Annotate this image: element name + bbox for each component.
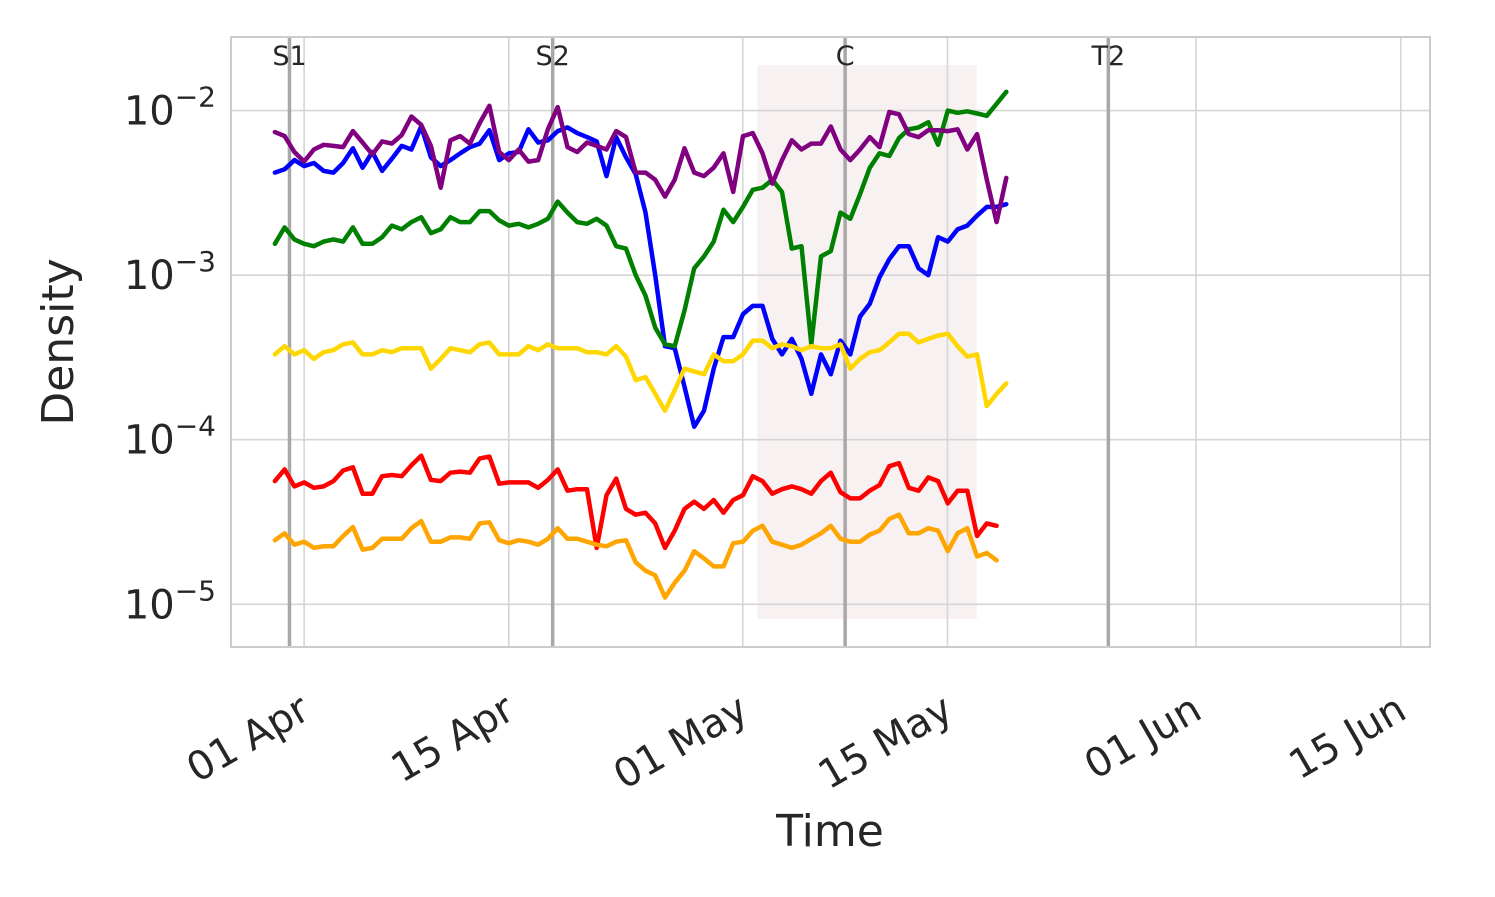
series-line — [272, 453, 999, 551]
x-tick-labels: 01 Apr 15 Apr 01 May 15 May 01 Jun 15 Jun — [179, 686, 1414, 799]
x-tick-label: 15 Apr — [384, 686, 522, 793]
x-tick-label: 01 May — [606, 686, 756, 799]
x-tick-label: 01 Jun — [1077, 686, 1209, 789]
x-tick-label: 15 Jun — [1282, 686, 1414, 789]
event-label: S1 — [272, 41, 306, 72]
series-line — [272, 103, 1009, 225]
event-label: S2 — [536, 41, 570, 72]
x-tick-label: 15 May — [811, 686, 961, 799]
series-line — [272, 89, 1009, 349]
x-axis-label: Time — [775, 806, 884, 857]
plot-frame — [230, 36, 1431, 648]
y-tick-labels: 10−5 10−4 10−3 10−2 — [124, 81, 216, 629]
series-line — [272, 331, 1009, 413]
event-label: C — [836, 41, 855, 72]
y-axis-label: Density — [33, 258, 84, 425]
x-tick-label: 01 Apr — [179, 686, 317, 793]
series-line — [272, 512, 999, 600]
y-tick-label: 10−2 — [124, 81, 216, 135]
series-layer — [272, 89, 1009, 600]
event-label: T2 — [1090, 41, 1125, 72]
y-tick-label: 10−5 — [124, 574, 216, 628]
y-tick-label: 10−4 — [124, 410, 216, 464]
y-tick-label: 10−3 — [124, 245, 216, 299]
series-line — [272, 124, 1009, 429]
